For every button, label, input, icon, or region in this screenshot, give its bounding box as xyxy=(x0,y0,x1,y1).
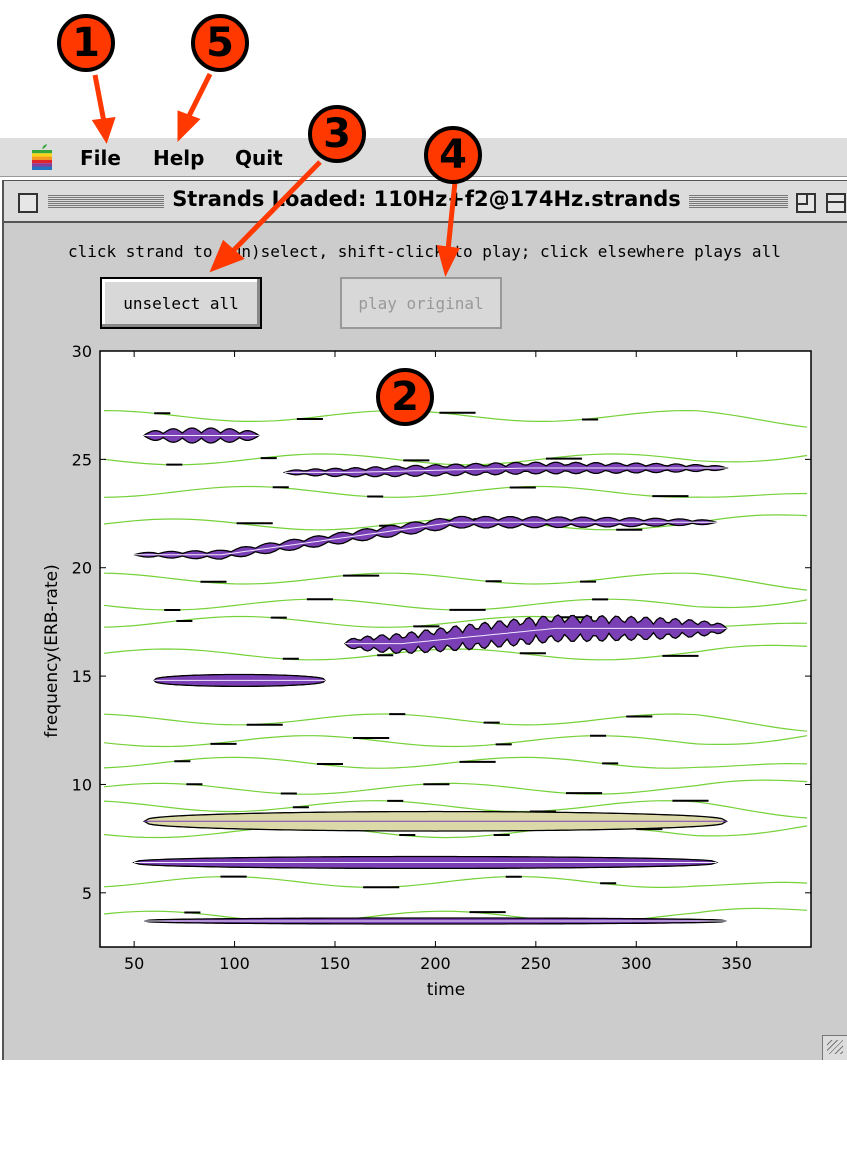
window-titlebar[interactable]: Strands Loaded: 110Hz+f2@174Hz.strands xyxy=(4,181,847,223)
x-tick-label: 300 xyxy=(621,954,652,973)
x-tick-label: 100 xyxy=(219,954,250,973)
x-tick-label: 350 xyxy=(721,954,752,973)
x-tick-label: 200 xyxy=(420,954,451,973)
zoom-box-icon[interactable] xyxy=(796,193,816,213)
menubar: File Help Quit xyxy=(0,138,847,177)
badge-2: 2 xyxy=(376,368,434,426)
badge-5: 5 xyxy=(191,14,249,72)
y-tick-label: 20 xyxy=(72,559,92,578)
background-trace xyxy=(103,485,808,498)
background-trace xyxy=(103,735,808,748)
axes: 50 100 150 200 250 300 350 5 10 15 20 25 30 xyxy=(72,342,811,973)
badge-3: 3 xyxy=(308,105,366,163)
collapse-box-icon[interactable] xyxy=(826,193,846,213)
y-axis-label: frequency(ERB-rate) xyxy=(42,564,62,737)
strand-centerline xyxy=(134,521,717,556)
background-trace xyxy=(103,572,808,591)
background-trace xyxy=(103,713,808,732)
resize-grip-icon[interactable] xyxy=(822,1035,847,1060)
instructions-text: click strand to (un)select, shift-click … xyxy=(68,242,781,261)
x-tick-label: 150 xyxy=(320,954,351,973)
background-trace xyxy=(103,907,808,923)
y-tick-label: 25 xyxy=(72,450,92,469)
x-axis-label: time xyxy=(427,980,465,1000)
y-tick-label: 5 xyxy=(82,884,92,903)
close-box-icon[interactable] xyxy=(18,193,38,213)
apple-menu-icon[interactable] xyxy=(30,144,54,170)
background-trace xyxy=(103,409,808,428)
window-title: Strands Loaded: 110Hz+f2@174Hz.strands xyxy=(164,187,689,211)
strands-plot[interactable]: 50 100 150 200 250 300 350 5 10 15 20 25 30 time fre… xyxy=(2,341,847,1161)
unselect-all-button[interactable]: unselect all xyxy=(100,277,262,329)
strands-window: Strands Loaded: 110Hz+f2@174Hz.strands c… xyxy=(2,180,847,1060)
strands-layer[interactable] xyxy=(132,427,729,925)
menu-quit[interactable]: Quit xyxy=(235,146,283,170)
y-tick-label: 30 xyxy=(72,342,92,361)
y-tick-label: 15 xyxy=(72,667,92,686)
strand-centerline xyxy=(284,467,727,473)
window-title-wrap: Strands Loaded: 110Hz+f2@174Hz.strands xyxy=(4,187,847,211)
play-original-button[interactable]: play original xyxy=(340,277,502,329)
background-traces xyxy=(103,409,808,923)
background-trace xyxy=(103,825,808,839)
x-tick-label: 50 xyxy=(124,954,144,973)
menu-file[interactable]: File xyxy=(80,146,121,170)
badge-1: 1 xyxy=(57,14,115,72)
x-tick-label: 250 xyxy=(521,954,552,973)
badge-4: 4 xyxy=(424,126,482,184)
background-trace xyxy=(103,779,808,795)
strand-centerline xyxy=(345,627,727,645)
y-tick-label: 10 xyxy=(72,775,92,794)
background-trace xyxy=(103,756,808,769)
menu-help[interactable]: Help xyxy=(153,146,205,170)
